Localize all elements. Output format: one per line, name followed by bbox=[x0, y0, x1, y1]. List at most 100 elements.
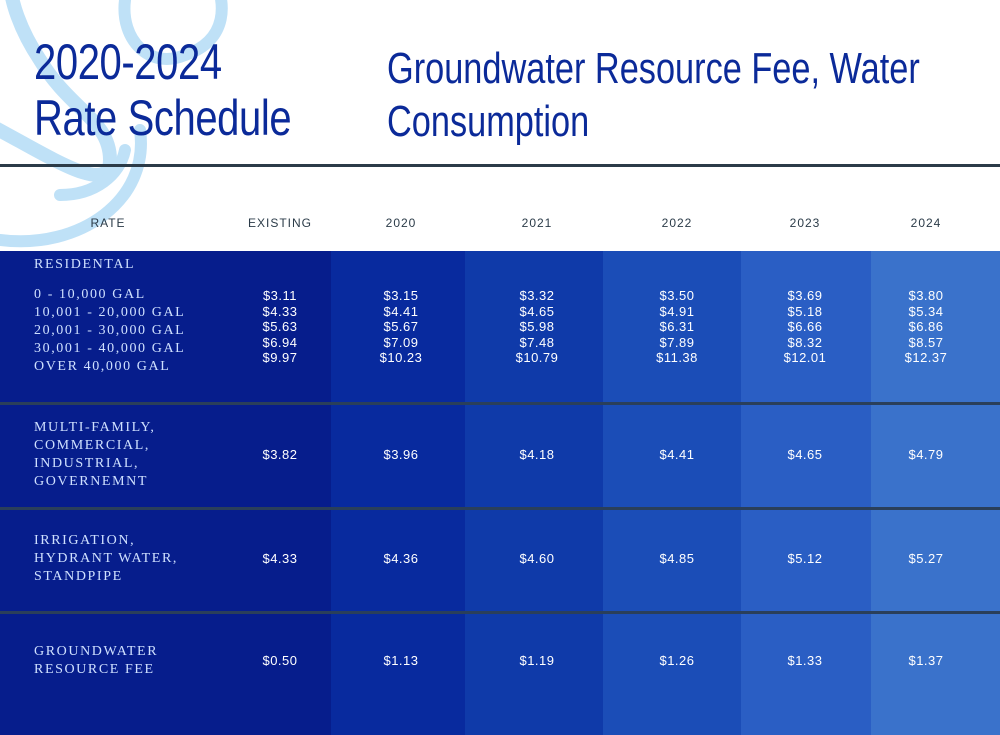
rate-value-cell: $4.79 bbox=[876, 447, 976, 463]
column-band bbox=[465, 251, 603, 735]
rate-value-cell: $3.82 bbox=[230, 447, 330, 463]
rate-value: $4.65 bbox=[787, 447, 823, 462]
rate-value-cell: $3.15 $4.41 $5.67 $7.09 $10.23 bbox=[351, 288, 451, 366]
rate-value: $7.48 bbox=[519, 334, 555, 350]
label-line: 0 - 10,000 GAL bbox=[34, 287, 146, 302]
rate-value: $6.66 bbox=[787, 319, 823, 334]
rate-value: $0.50 bbox=[262, 653, 298, 668]
rate-value: $4.85 bbox=[659, 551, 695, 566]
header-divider bbox=[0, 164, 1000, 167]
rate-value: $6.31 bbox=[659, 319, 695, 334]
column-header-2021: 2021 bbox=[521, 216, 553, 230]
rate-value: $7.89 bbox=[659, 334, 695, 350]
row-divider bbox=[0, 507, 1000, 510]
rate-value-cell: $1.19 bbox=[487, 653, 587, 669]
rate-value: $5.12 bbox=[787, 551, 823, 566]
rate-category-label: IRRIGATION, HYDRANT WATER, STANDPIPE bbox=[34, 532, 178, 586]
rate-value-cell: $5.27 bbox=[876, 551, 976, 567]
rate-value: $1.19 bbox=[519, 653, 555, 668]
label-line: OVER 40,000 GAL bbox=[34, 359, 171, 374]
rate-value-cell: $3.80 $5.34 $6.86 $8.57 $12.37 bbox=[876, 288, 976, 366]
rate-value: $1.13 bbox=[383, 653, 419, 668]
rate-value: $12.01 bbox=[783, 350, 827, 365]
rate-value-cell: $4.85 bbox=[627, 551, 727, 567]
column-header-2020: 2020 bbox=[385, 216, 417, 230]
rate-value: $10.23 bbox=[379, 350, 423, 365]
column-band bbox=[741, 251, 871, 735]
rate-value: $3.69 bbox=[787, 288, 823, 303]
label-line: MULTI-FAMILY, bbox=[34, 420, 156, 435]
row-divider bbox=[0, 611, 1000, 614]
label-line: INDUSTRIAL, bbox=[34, 456, 140, 471]
rate-value-cell: $3.50 $4.91 $6.31 $7.89 $11.38 bbox=[627, 288, 727, 366]
rate-value-cell: $1.13 bbox=[351, 653, 451, 669]
column-header-existing: EXISTING bbox=[247, 216, 312, 230]
rate-value: $9.97 bbox=[262, 350, 298, 365]
rate-value: $5.67 bbox=[383, 319, 419, 334]
water-drop-decoration bbox=[0, 0, 228, 248]
rate-value: $5.18 bbox=[787, 303, 823, 319]
subtitle-line-1: Groundwater Resource Fee, Water bbox=[387, 44, 920, 93]
rate-value: $3.32 bbox=[519, 288, 555, 303]
rate-value-cell: $5.12 bbox=[755, 551, 855, 567]
rate-category-label: GROUNDWATER RESOURCE FEE bbox=[34, 643, 158, 679]
rate-value: $3.11 bbox=[262, 288, 298, 303]
rate-value-cell: $4.33 bbox=[230, 551, 330, 567]
rate-value: $1.26 bbox=[659, 653, 695, 668]
label-line: GOVERNEMNT bbox=[34, 474, 148, 489]
rate-value: $1.33 bbox=[787, 653, 823, 668]
rate-category-label: MULTI-FAMILY, COMMERCIAL, INDUSTRIAL, GOVER… bbox=[34, 419, 155, 491]
rate-value-cell: $4.18 bbox=[487, 447, 587, 463]
rate-value-cell: $3.32 $4.65 $5.98 $7.48 $10.79 bbox=[487, 288, 587, 366]
subtitle-line-2: Consumption bbox=[387, 97, 590, 146]
rate-value: $5.34 bbox=[908, 303, 944, 319]
label-line: RESIDENTAL bbox=[34, 257, 136, 272]
rate-value: $5.98 bbox=[519, 319, 555, 334]
rate-value: $7.09 bbox=[383, 334, 419, 350]
rate-value-cell: $4.36 bbox=[351, 551, 451, 567]
page-subtitle: Groundwater Resource Fee, Water Consumpt… bbox=[387, 42, 920, 148]
rate-value: $3.50 bbox=[659, 288, 695, 303]
rate-value: $11.38 bbox=[656, 350, 698, 365]
rate-value: $8.32 bbox=[787, 334, 823, 350]
rate-value-cell: $1.37 bbox=[876, 653, 976, 669]
rate-value-cell: $3.69 $5.18 $6.66 $8.32 $12.01 bbox=[755, 288, 855, 366]
rate-value: $6.94 bbox=[262, 334, 298, 350]
rate-value: $5.27 bbox=[908, 551, 944, 566]
rate-value: $8.57 bbox=[908, 334, 944, 350]
rate-value: $3.82 bbox=[262, 447, 298, 462]
rate-value: $4.60 bbox=[519, 551, 555, 566]
rate-value: $3.80 bbox=[908, 288, 944, 303]
rate-value-cell: $0.50 bbox=[230, 653, 330, 669]
rate-value: $3.96 bbox=[383, 447, 419, 462]
rate-value: $4.91 bbox=[659, 303, 695, 319]
column-band bbox=[603, 251, 741, 735]
label-line: GROUNDWATER bbox=[34, 644, 159, 659]
rate-value-cell: $3.11 $4.33 $5.63 $6.94 $9.97 bbox=[230, 288, 330, 366]
rate-value: $4.41 bbox=[383, 303, 419, 319]
title-line-2: Rate Schedule bbox=[34, 90, 292, 146]
rate-value-cell: $1.26 bbox=[627, 653, 727, 669]
rate-value: $12.37 bbox=[904, 350, 948, 365]
rate-value: $4.65 bbox=[519, 303, 555, 319]
rate-value: $3.15 bbox=[383, 288, 419, 303]
column-header-2024: 2024 bbox=[910, 216, 942, 230]
rate-value: $10.79 bbox=[515, 350, 559, 365]
label-line: 20,001 - 30,000 GAL bbox=[34, 323, 186, 338]
rate-value-cell: $4.65 bbox=[755, 447, 855, 463]
rate-value: $4.33 bbox=[262, 551, 298, 566]
rate-value: $1.37 bbox=[908, 653, 944, 668]
column-header-2023: 2023 bbox=[789, 216, 821, 230]
label-line: STANDPIPE bbox=[34, 569, 123, 584]
rate-value-cell: $4.41 bbox=[627, 447, 727, 463]
column-band bbox=[871, 251, 1000, 735]
label-line: HYDRANT WATER, bbox=[34, 551, 178, 566]
label-line bbox=[34, 274, 185, 286]
rate-category-label: RESIDENTAL 0 - 10,000 GAL 10,001 - 20,000 … bbox=[34, 256, 185, 376]
column-band bbox=[0, 251, 331, 735]
column-band bbox=[331, 251, 465, 735]
label-line: COMMERCIAL, bbox=[34, 438, 150, 453]
label-line: RESOURCE FEE bbox=[34, 662, 155, 677]
rate-value-cell: $1.33 bbox=[755, 653, 855, 669]
label-line: 30,001 - 40,000 GAL bbox=[34, 341, 186, 356]
